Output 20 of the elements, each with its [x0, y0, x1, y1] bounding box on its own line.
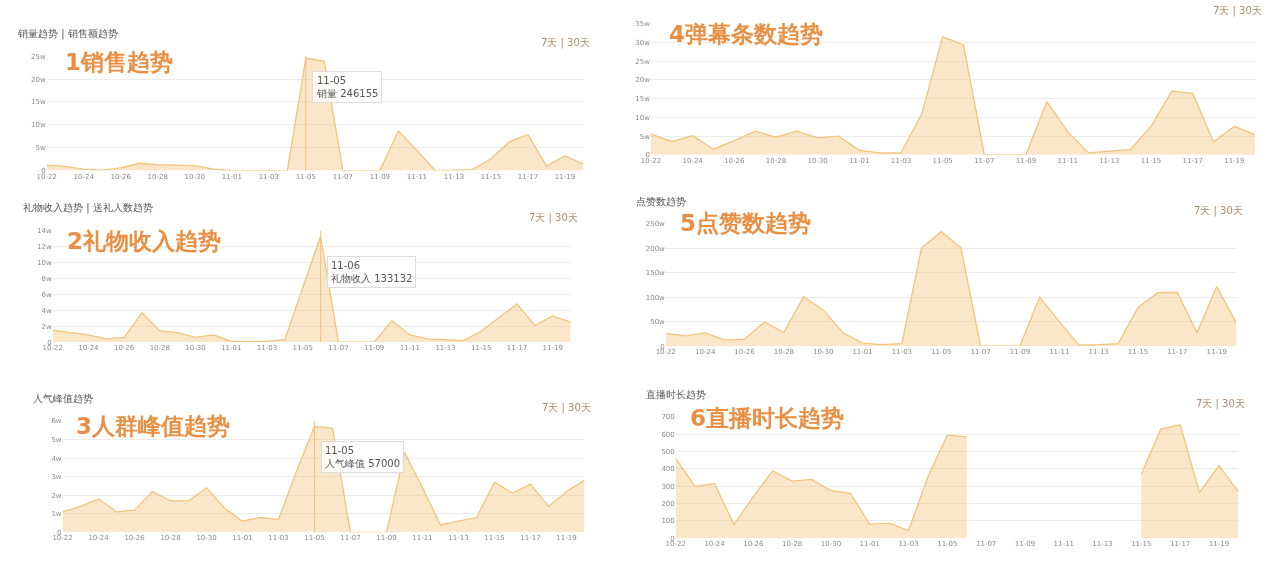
text: 7天 | 30天: [529, 212, 578, 224]
annotation: 11-05 人气峰值 57000: [325, 445, 400, 469]
chart-title: 6直播时长趋势: [690, 405, 845, 431]
chart-title: 4弹幕条数趋势: [669, 21, 824, 47]
text: 7天 | 30天: [1194, 205, 1243, 217]
text: 7天 | 30天: [541, 37, 590, 49]
chart-subtitle: 点赞数趋势: [636, 196, 686, 207]
text: 7天 | 30天: [1213, 5, 1262, 17]
annotation: 11-05 销量 246155: [316, 75, 379, 99]
chart-title: 2礼物收入趋势: [67, 228, 222, 254]
chart-subtitle: 直播时长趋势: [646, 389, 706, 400]
chart-title: 3人群峰值趋势: [76, 413, 231, 439]
chart-title: 1销售趋势: [65, 49, 174, 75]
chart-subtitle: 礼物收入趋势 | 送礼人数趋势: [23, 202, 153, 214]
chart-subtitle: 人气峰值趋势: [33, 393, 93, 404]
chart-title: 5点赞数趋势: [680, 210, 812, 236]
chart-subtitle: 销量趋势 | 销售额趋势: [17, 28, 118, 40]
text: 7天 | 30天: [542, 402, 591, 414]
text: 7天 | 30天: [1196, 398, 1245, 410]
annotation: 11-06 礼物收入 133132: [331, 260, 413, 284]
